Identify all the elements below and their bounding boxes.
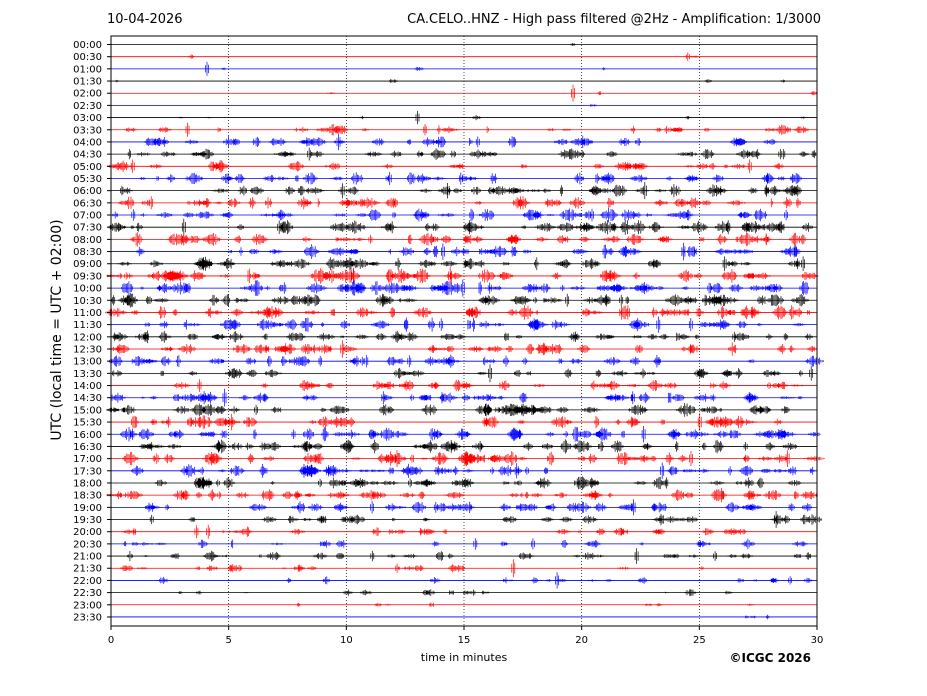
y-tick-label-1030: 10:30 bbox=[73, 296, 102, 307]
y-tick-label-1700: 17:00 bbox=[73, 454, 102, 465]
y-tick-label-0730: 07:30 bbox=[73, 223, 102, 234]
y-tick-label-0230: 02:30 bbox=[73, 101, 102, 112]
trace-activity-0330 bbox=[124, 122, 809, 137]
y-tick-label-0100: 01:00 bbox=[73, 64, 102, 75]
y-tick-label-0800: 08:00 bbox=[73, 235, 102, 246]
x-tick-label-5: 5 bbox=[225, 635, 231, 646]
trace-activity-1130 bbox=[144, 316, 806, 333]
y-tick-label-1200: 12:00 bbox=[73, 332, 102, 343]
trace-activity-0000 bbox=[570, 43, 576, 46]
y-tick-label-0030: 00:30 bbox=[73, 52, 102, 63]
y-tick-label-1500: 15:00 bbox=[73, 405, 102, 416]
trace-activity-0030 bbox=[188, 52, 698, 61]
date-label: 10-04-2026 bbox=[107, 12, 183, 27]
y-tick-label-1600: 16:00 bbox=[73, 430, 102, 441]
y-tick-label-2100: 21:00 bbox=[73, 552, 102, 563]
y-tick-label-0200: 02:00 bbox=[73, 89, 102, 100]
trace-activity-1300 bbox=[109, 354, 824, 368]
chart-title: CA.CELO..HNZ - High pass filtered @2Hz -… bbox=[407, 12, 821, 27]
y-tick-label-1630: 16:30 bbox=[73, 442, 102, 453]
trace-activity-0530 bbox=[139, 172, 802, 185]
y-tick-label-1400: 14:00 bbox=[73, 381, 102, 392]
y-tick-label-0700: 07:00 bbox=[73, 211, 102, 222]
trace-activity-1930 bbox=[149, 511, 823, 528]
y-tick-label-0530: 05:30 bbox=[73, 174, 102, 185]
trace-activity-0800 bbox=[130, 232, 806, 247]
y-tick-label-2330: 23:30 bbox=[73, 612, 102, 623]
y-tick-label-2200: 22:00 bbox=[73, 576, 102, 587]
y-tick-label-2130: 21:30 bbox=[73, 564, 102, 575]
y-tick-label-1300: 13:00 bbox=[73, 357, 102, 368]
x-tick-label-15: 15 bbox=[458, 635, 471, 646]
y-tick-label-1800: 18:00 bbox=[73, 478, 102, 489]
y-tick-label-0830: 08:30 bbox=[73, 247, 102, 258]
y-tick-label-1230: 12:30 bbox=[73, 345, 102, 356]
y-tick-label-1100: 11:00 bbox=[73, 308, 102, 319]
trace-activity-1830 bbox=[106, 488, 818, 503]
y-tick-label-2230: 22:30 bbox=[73, 588, 102, 599]
y-tick-label-2030: 20:30 bbox=[73, 539, 102, 550]
trace-activity-1330 bbox=[112, 364, 814, 383]
trace-activity-0230 bbox=[590, 104, 597, 107]
x-tick-label-30: 30 bbox=[811, 635, 824, 646]
y-tick-label-0900: 09:00 bbox=[73, 259, 102, 270]
y-tick-label-0300: 03:00 bbox=[73, 113, 102, 124]
trace-activity-0700 bbox=[112, 207, 788, 223]
trace-activity-1100 bbox=[105, 305, 811, 320]
y-tick-label-1730: 17:30 bbox=[73, 466, 102, 477]
copyright-label: ©ICGC 2026 bbox=[729, 651, 811, 665]
y-tick-label-0330: 03:30 bbox=[73, 125, 102, 136]
trace-activity-1000 bbox=[121, 279, 809, 297]
x-tick-label-10: 10 bbox=[340, 635, 353, 646]
trace-activity-0730 bbox=[107, 218, 813, 236]
y-tick-label-1430: 14:30 bbox=[73, 393, 102, 404]
y-tick-label-1830: 18:30 bbox=[73, 491, 102, 502]
plot-frame bbox=[110, 35, 818, 627]
y-tick-label-2300: 23:00 bbox=[73, 600, 102, 611]
y-tick-label-1930: 19:30 bbox=[73, 515, 102, 526]
x-axis-label: time in minutes bbox=[420, 651, 508, 664]
y-tick-label-0500: 05:00 bbox=[73, 162, 102, 173]
y-tick-label-0630: 06:30 bbox=[73, 198, 102, 209]
trace-activity-1630 bbox=[137, 439, 799, 454]
x-tick-label-25: 25 bbox=[693, 635, 706, 646]
trace-layer bbox=[105, 43, 825, 620]
x-tick-label-20: 20 bbox=[575, 635, 588, 646]
y-tick-label-1530: 15:30 bbox=[73, 418, 102, 429]
y-tick-label-0930: 09:30 bbox=[73, 271, 102, 282]
y-tick-label-1900: 19:00 bbox=[73, 503, 102, 514]
grid-layer bbox=[228, 36, 700, 626]
y-tick-label-2000: 20:00 bbox=[73, 527, 102, 538]
y-tick-label-0130: 01:30 bbox=[73, 77, 102, 88]
y-tick-label-0430: 04:30 bbox=[73, 150, 102, 161]
y-tick-label-0400: 04:00 bbox=[73, 137, 102, 148]
y-tick-label-1330: 13:30 bbox=[73, 369, 102, 380]
x-tick-label-0: 0 bbox=[108, 635, 114, 646]
y-tick-label-0000: 00:00 bbox=[73, 40, 102, 51]
trace-activity-1800 bbox=[154, 476, 802, 490]
y-tick-label-1130: 11:30 bbox=[73, 320, 102, 331]
y-tick-label-0600: 06:00 bbox=[73, 186, 102, 197]
y-tick-label-1000: 10:00 bbox=[73, 284, 102, 295]
